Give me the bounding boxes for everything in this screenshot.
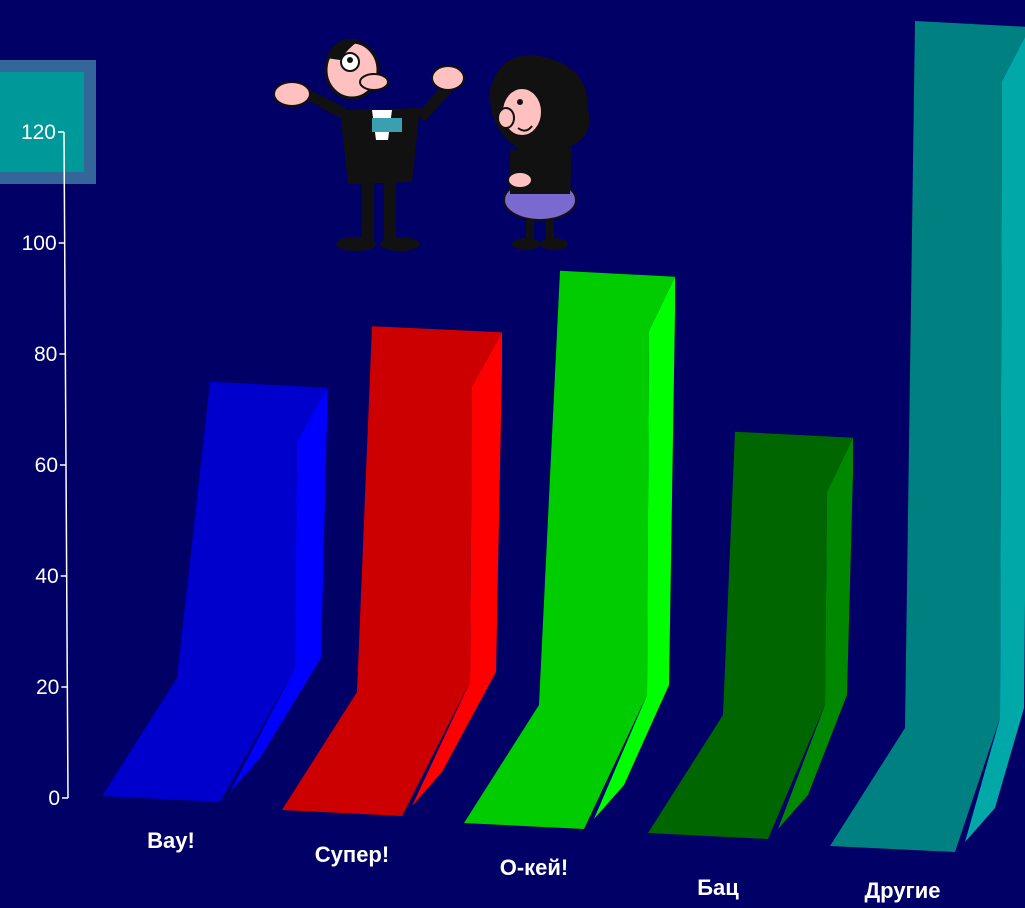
bar-front-face [830, 21, 1025, 852]
bar-front-face [648, 431, 853, 839]
category-label: О-кей! [500, 855, 569, 880]
bar-side-face [965, 36, 1025, 842]
bar-front-face [282, 326, 502, 816]
bar-1 [102, 381, 327, 802]
y-axis: 0 20 40 60 80 100 120 [21, 121, 69, 810]
cartoon-man-icon [273, 38, 465, 251]
cartoon-woman-icon [489, 55, 590, 250]
bar-front-face [464, 270, 675, 829]
y-tick-label: 20 [36, 676, 59, 699]
y-tick-label: 0 [48, 787, 60, 810]
bar-side-face [594, 276, 675, 819]
corner-decoration [0, 60, 96, 184]
category-label: Другие [865, 878, 941, 903]
bar-2 [282, 326, 502, 816]
bars-layer [102, 21, 1025, 852]
category-labels: Вау! Супер! О-кей! Бац Другие [147, 828, 940, 903]
y-tick-label: 80 [34, 343, 57, 366]
category-label: Вау! [147, 828, 195, 853]
y-tick-label: 120 [21, 121, 56, 144]
category-label: Супер! [315, 842, 389, 867]
y-tick-label: 100 [22, 232, 57, 255]
bar-4 [648, 431, 853, 839]
bar-side-face [412, 332, 502, 806]
bar-3 [464, 270, 675, 829]
y-tick-label: 40 [35, 565, 58, 588]
y-tick-label: 60 [35, 454, 58, 477]
bar-front-face [102, 381, 327, 802]
bar-5 [830, 21, 1025, 852]
bar-side-face [230, 387, 327, 792]
bar-side-face [778, 437, 853, 829]
category-label: Бац [697, 875, 739, 900]
